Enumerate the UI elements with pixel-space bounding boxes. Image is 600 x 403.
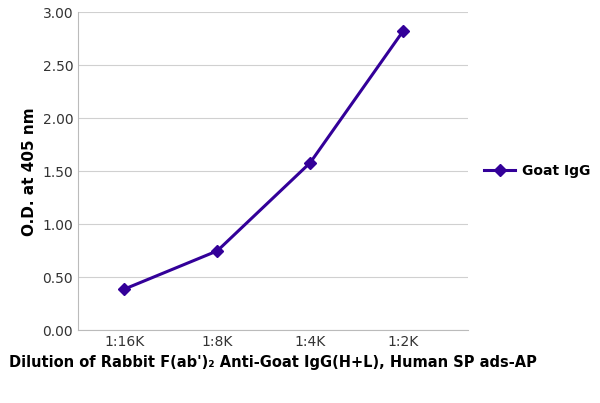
- Goat IgG: [121, 287, 128, 291]
- Y-axis label: O.D. at 405 nm: O.D. at 405 nm: [22, 107, 37, 236]
- Goat IgG: [214, 248, 221, 253]
- Legend: Goat IgG: Goat IgG: [479, 159, 596, 184]
- X-axis label: Dilution of Rabbit F(ab')₂ Anti-Goat IgG(H+L), Human SP ads-AP: Dilution of Rabbit F(ab')₂ Anti-Goat IgG…: [9, 355, 537, 370]
- Line: Goat IgG: Goat IgG: [120, 27, 407, 293]
- Goat IgG: [400, 29, 407, 33]
- Goat IgG: [307, 160, 314, 165]
